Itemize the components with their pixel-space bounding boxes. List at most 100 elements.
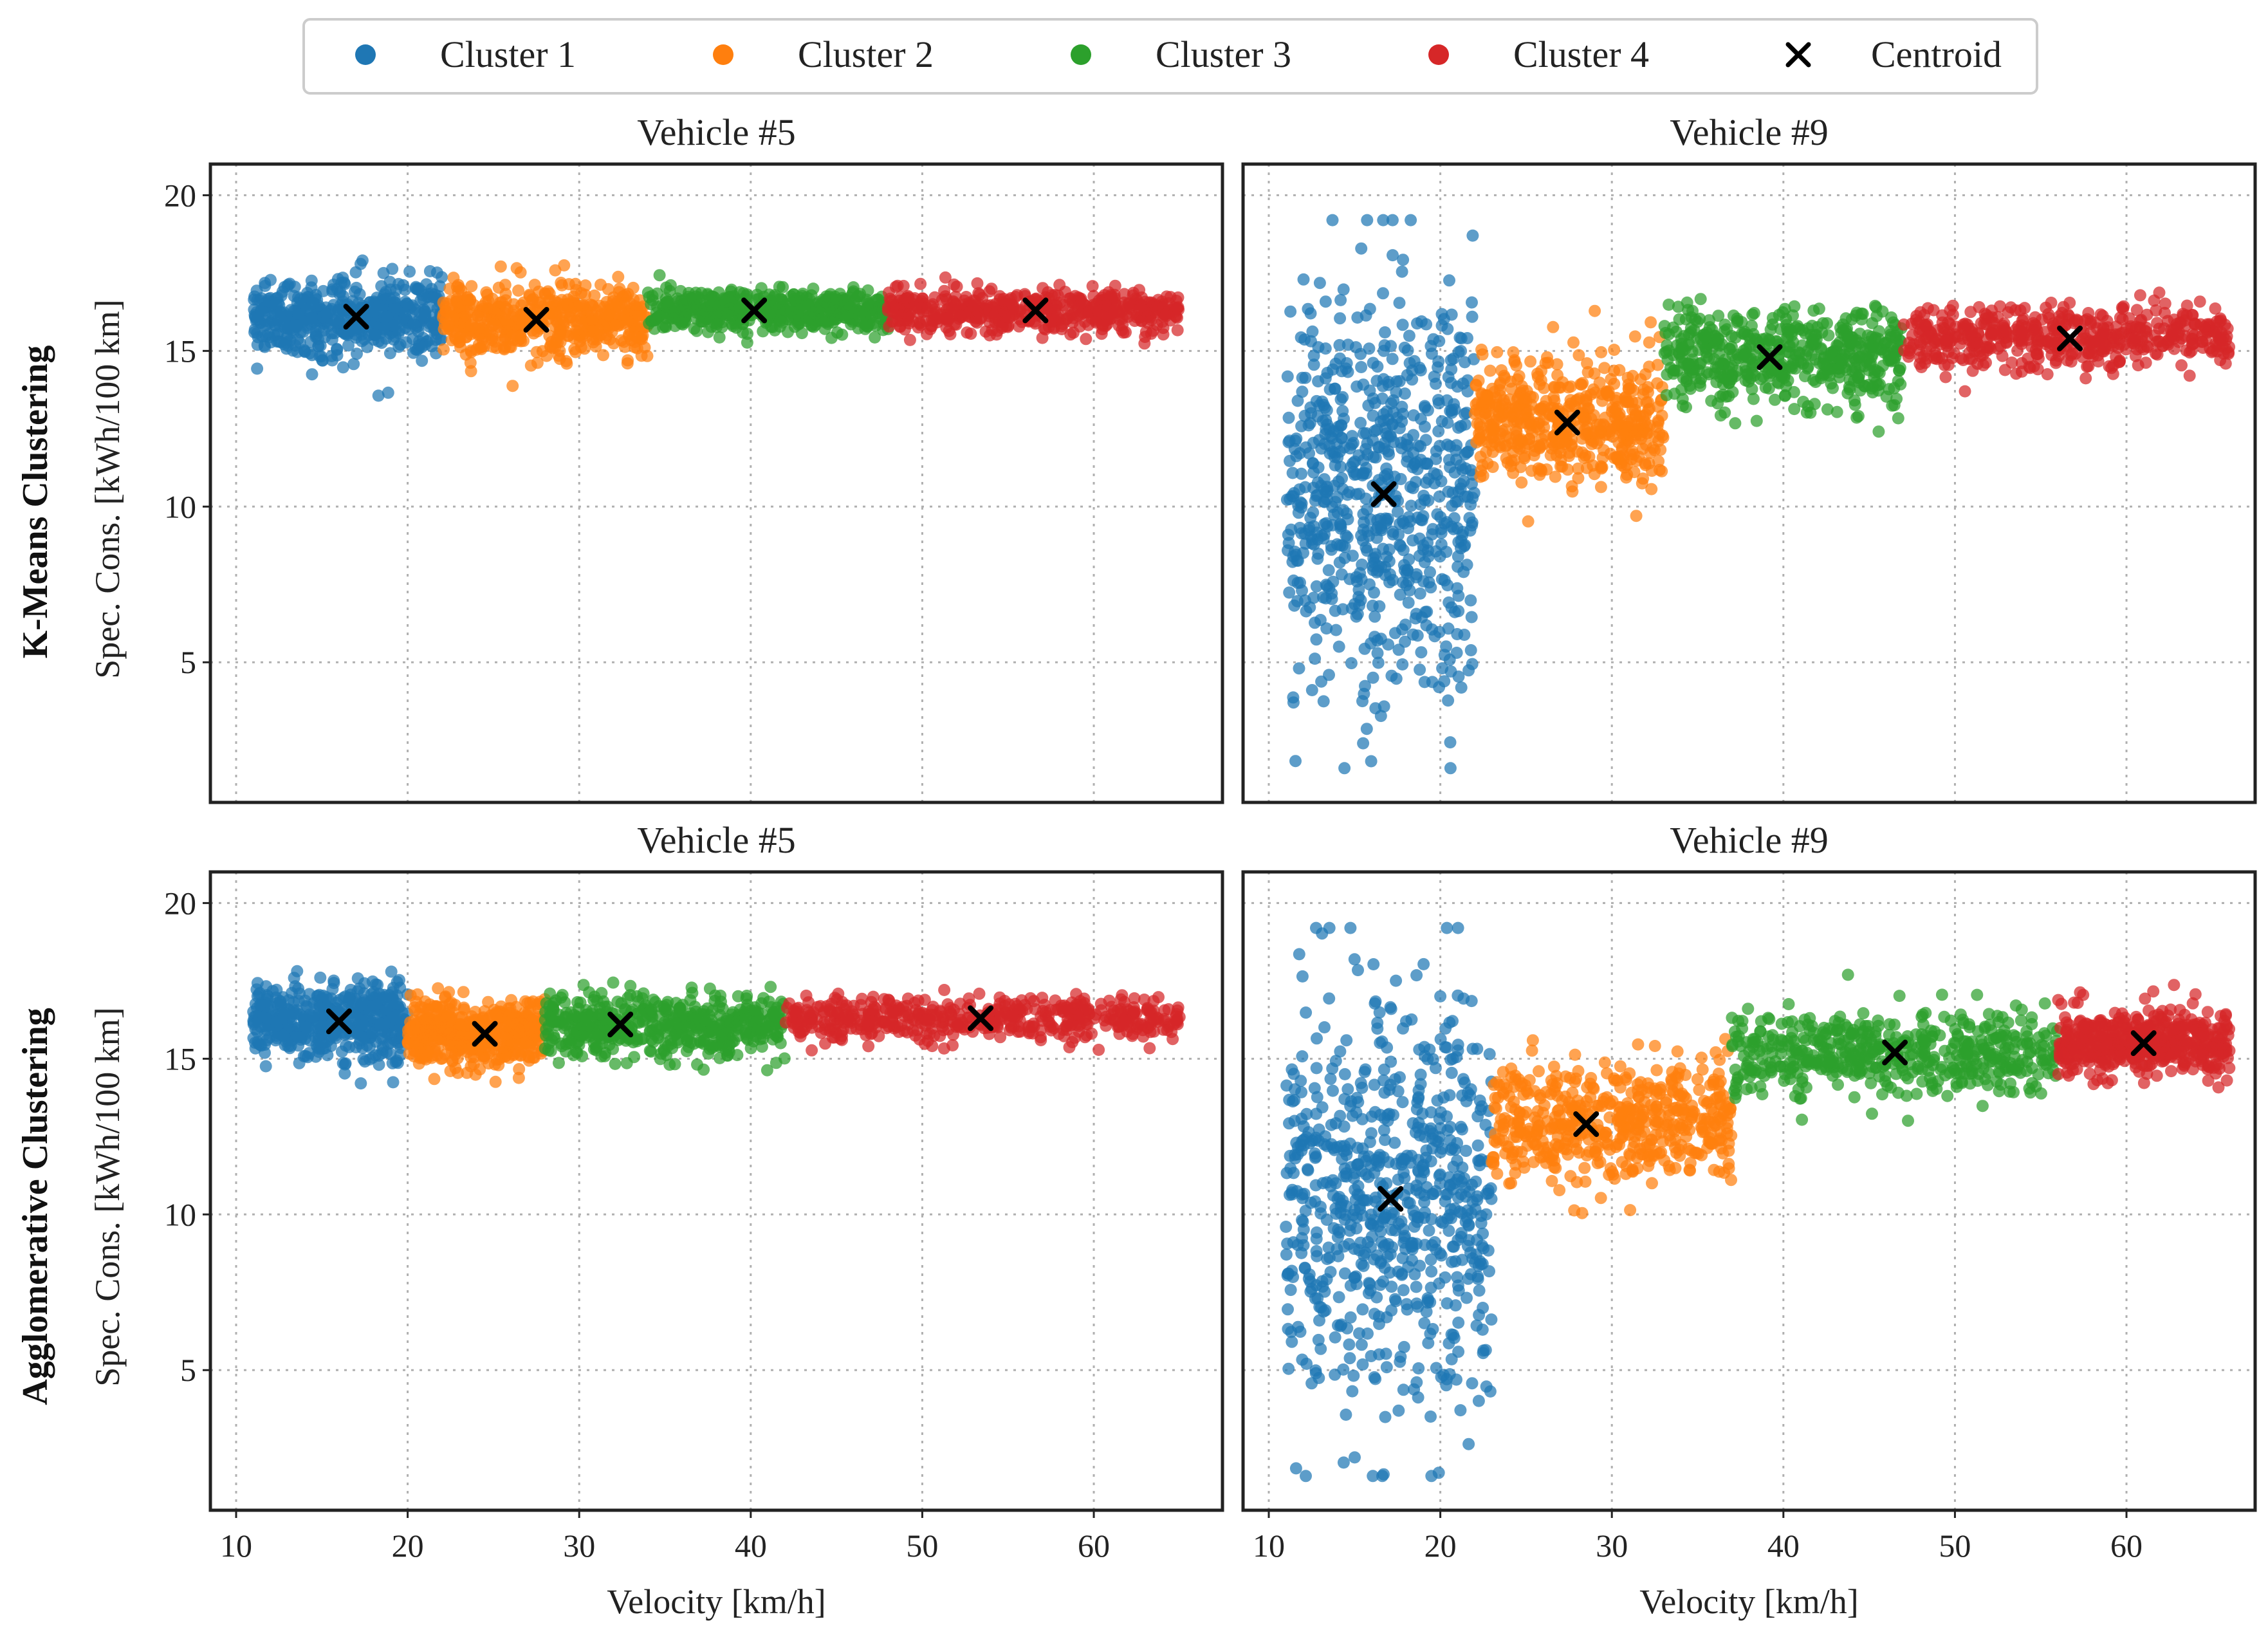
point [1115,305,1128,318]
point [347,358,360,371]
point [1419,401,1432,414]
point [1438,649,1451,661]
point [627,319,640,332]
point [1594,481,1607,494]
point [1651,377,1664,390]
point [1936,352,1949,365]
point [1361,214,1374,227]
point [1888,399,1901,412]
point [1396,658,1409,671]
point [1852,410,1865,423]
point [1099,293,1112,306]
point [1386,353,1399,365]
point [1334,293,1347,306]
point [622,308,634,320]
point [1428,370,1441,383]
point [1292,506,1305,519]
point [1452,550,1464,563]
point [1527,449,1540,461]
point [1326,214,1339,227]
point [1397,559,1410,571]
point [1876,305,1889,318]
point [1441,416,1454,429]
point [883,286,895,299]
point [1686,366,1699,379]
point [2045,297,2058,309]
point [1282,528,1295,541]
point [260,319,273,332]
point [1499,440,1511,452]
point [1325,543,1338,556]
point [1056,318,1069,330]
point [1683,380,1696,392]
point [1445,308,1458,321]
point [327,977,340,990]
point [901,308,914,321]
point [2013,335,2025,347]
point [961,326,973,339]
point [1334,312,1347,325]
point [1334,352,1346,365]
point [946,302,959,315]
legend-item-cluster-1: Cluster 1 [355,33,576,75]
point [1395,436,1407,449]
point [1327,508,1340,521]
point [315,350,327,363]
point [465,365,477,378]
point [1726,360,1738,373]
cluster-2-points [1468,304,1670,528]
point [375,337,388,349]
point [2090,335,2103,347]
point [1372,656,1385,669]
point [1441,322,1454,335]
point [1338,762,1351,775]
point [1381,514,1394,527]
legend-marker-cluster-4 [1428,44,1449,65]
point [2132,359,2144,372]
point [1464,644,1477,656]
point [1385,669,1398,682]
point [2040,338,2052,351]
point [1522,515,1535,528]
point [1462,445,1475,458]
point [1282,544,1294,557]
point [1563,450,1576,463]
point [475,343,488,355]
point [1637,472,1650,485]
point [1641,396,1654,409]
point [1354,594,1367,607]
point [777,281,789,293]
point [1936,309,1949,322]
point [1689,313,1702,326]
point [1393,297,1406,310]
point [2105,362,2118,375]
point [1406,482,1419,494]
point [1628,330,1641,343]
cluster-1-points [248,254,448,402]
point [259,279,272,292]
point [355,1019,367,1032]
point [1334,393,1347,406]
point [1284,305,1297,318]
point [320,308,333,320]
point [397,279,410,291]
point [1816,317,1829,329]
point [1281,370,1294,383]
point [497,334,510,347]
point [2175,359,2188,372]
point [328,315,341,328]
point [445,334,458,347]
point [1307,349,1320,362]
point [588,289,601,302]
point [2031,324,2043,337]
point [306,297,319,310]
point [1677,357,1690,370]
point [312,1033,325,1046]
point [1668,387,1681,400]
point [2193,295,2206,308]
point [1378,700,1390,713]
point [549,341,562,354]
point [1886,316,1899,329]
point [1539,356,1552,369]
